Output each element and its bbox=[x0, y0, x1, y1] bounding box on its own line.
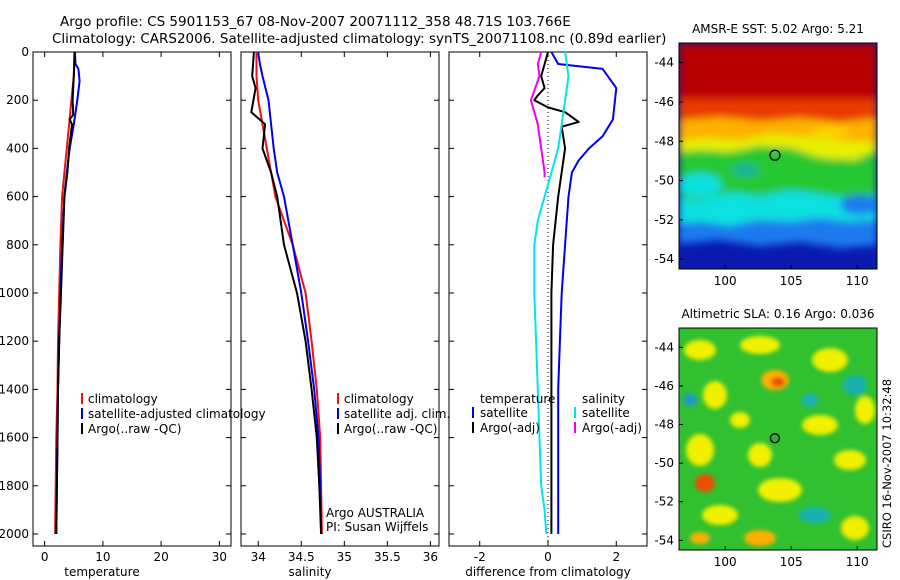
map-y-tick-label: -52 bbox=[654, 213, 674, 227]
sla-map-panel: Altimetric SLA: 0.16 Argo: 0.036 bbox=[654, 307, 878, 569]
y-tick-label: 2000 bbox=[0, 527, 29, 541]
x-axis-label: temperature bbox=[64, 565, 139, 579]
sst-map-panel: AMSR-E SST: 5.02 Argo: 5.21 100 105 110 -44… bbox=[654, 22, 878, 288]
series-line bbox=[257, 51, 323, 535]
sla-argo-marker bbox=[769, 433, 781, 444]
x-tick-label: 20 bbox=[153, 550, 168, 564]
y-tick-label: 1800 bbox=[0, 479, 29, 493]
map-y-tick-label: -54 bbox=[654, 533, 674, 547]
y-tick-label: 1600 bbox=[0, 431, 29, 445]
sst-map-frame bbox=[678, 42, 878, 270]
y-tick-label: 1000 bbox=[0, 286, 29, 300]
annotation-float-owner: Argo AUSTRALIA bbox=[326, 506, 425, 520]
sst-heatmap bbox=[679, 43, 877, 269]
x-tick-label: 35.5 bbox=[374, 550, 401, 564]
sla-heatmap bbox=[679, 328, 877, 550]
y-tick-label: 200 bbox=[6, 93, 29, 107]
series-line bbox=[533, 51, 570, 535]
figure-title-line2: Climatology: CARS2006. Satellite-adjuste… bbox=[52, 31, 666, 47]
sla-map-axes: 100 105 110 -44 -46 -48 -50 -52 -54 bbox=[654, 340, 868, 569]
map-y-tick-label: -46 bbox=[654, 379, 674, 393]
x-tick-label: 36 bbox=[423, 550, 438, 564]
map-x-tick-label: 110 bbox=[846, 555, 869, 569]
y-tick-label: 1200 bbox=[0, 334, 29, 348]
y-tick-label: 400 bbox=[6, 141, 29, 155]
map-y-tick-label: -54 bbox=[654, 252, 674, 266]
temperature-panel: 0 10 20 30 0 200 400 600 800 1000 1200 1400 1600 1800… bbox=[0, 45, 266, 579]
legend-label: satellite bbox=[582, 406, 630, 420]
map-y-tick-label: -48 bbox=[654, 134, 674, 148]
x-tick-label: 34.5 bbox=[288, 550, 315, 564]
legend-title: temperature bbox=[480, 392, 555, 406]
series-line bbox=[55, 51, 81, 535]
series-line bbox=[533, 51, 580, 534]
legend-label: Argo(..raw -QC) bbox=[88, 422, 181, 436]
x-axis-label: salinity bbox=[288, 565, 331, 579]
annotation-pi: PI: Susan Wijffels bbox=[326, 520, 428, 534]
series-line bbox=[550, 51, 618, 534]
legend-label: climatology bbox=[344, 392, 414, 406]
legend-title: salinity bbox=[582, 392, 625, 406]
salinity-panel: 34 34.5 35 35.5 36 salinity climatologysatelli… bbox=[240, 51, 450, 579]
map-y-tick-label: -50 bbox=[654, 174, 674, 188]
sst-map-title: AMSR-E SST: 5.02 Argo: 5.21 bbox=[692, 22, 864, 36]
y-tick-label: 600 bbox=[6, 190, 29, 204]
legend-label: satellite adj. clim. bbox=[344, 407, 450, 421]
legend-label: Argo(..raw -QC) bbox=[344, 422, 437, 436]
x-axis-label: difference from climatology bbox=[465, 565, 631, 579]
legend-label: climatology bbox=[88, 392, 158, 406]
map-x-tick-label: 105 bbox=[780, 274, 803, 288]
x-tick-label: 35 bbox=[337, 550, 352, 564]
legend-label: satellite-adjusted climatology bbox=[88, 407, 266, 421]
map-x-tick-label: 100 bbox=[714, 555, 737, 569]
sst-map-axes: 100 105 110 -44 -46 -48 -50 -52 -54 bbox=[654, 56, 868, 288]
x-tick-label: 10 bbox=[95, 550, 110, 564]
map-y-tick-label: -48 bbox=[654, 418, 674, 432]
series-line bbox=[250, 51, 323, 535]
legend-label: Argo(-adj) bbox=[480, 421, 540, 435]
legend-label: satellite bbox=[480, 406, 528, 420]
figure-title-line1: Argo profile: CS 5901153_67 08-Nov-2007 … bbox=[60, 14, 571, 30]
series-line bbox=[529, 51, 546, 178]
side-stamp: CSIRO 16-Nov-2007 10:32:48 bbox=[880, 379, 894, 548]
y-tick-label: 0 bbox=[21, 45, 29, 59]
x-tick-label: 34 bbox=[251, 550, 266, 564]
series-line bbox=[255, 52, 323, 535]
map-y-tick-label: -44 bbox=[654, 340, 674, 354]
x-tick-label: -2 bbox=[474, 550, 486, 564]
map-x-tick-label: 105 bbox=[780, 555, 803, 569]
map-x-tick-label: 110 bbox=[846, 274, 869, 288]
y-tick-label: 800 bbox=[6, 238, 29, 252]
y-tick-label: 1400 bbox=[0, 382, 29, 396]
map-x-tick-label: 100 bbox=[714, 274, 737, 288]
panel-frame bbox=[32, 51, 232, 547]
x-tick-label: 2 bbox=[612, 550, 620, 564]
map-y-tick-label: -52 bbox=[654, 495, 674, 509]
series-line bbox=[55, 51, 76, 535]
series-line bbox=[54, 51, 76, 535]
map-y-tick-label: -46 bbox=[654, 95, 674, 109]
panel-frame bbox=[448, 51, 648, 547]
x-tick-label: 0 bbox=[41, 550, 49, 564]
sst-argo-marker bbox=[769, 149, 781, 161]
map-y-tick-label: -50 bbox=[654, 456, 674, 470]
legend-label: Argo(-adj) bbox=[582, 421, 642, 435]
sla-map-title: Altimetric SLA: 0.16 Argo: 0.036 bbox=[681, 307, 874, 321]
x-tick-label: 30 bbox=[212, 550, 227, 564]
sla-map-frame bbox=[678, 327, 878, 551]
panel-frame bbox=[240, 51, 440, 547]
x-tick-label: 0 bbox=[544, 550, 552, 564]
map-y-tick-label: -44 bbox=[654, 56, 674, 70]
